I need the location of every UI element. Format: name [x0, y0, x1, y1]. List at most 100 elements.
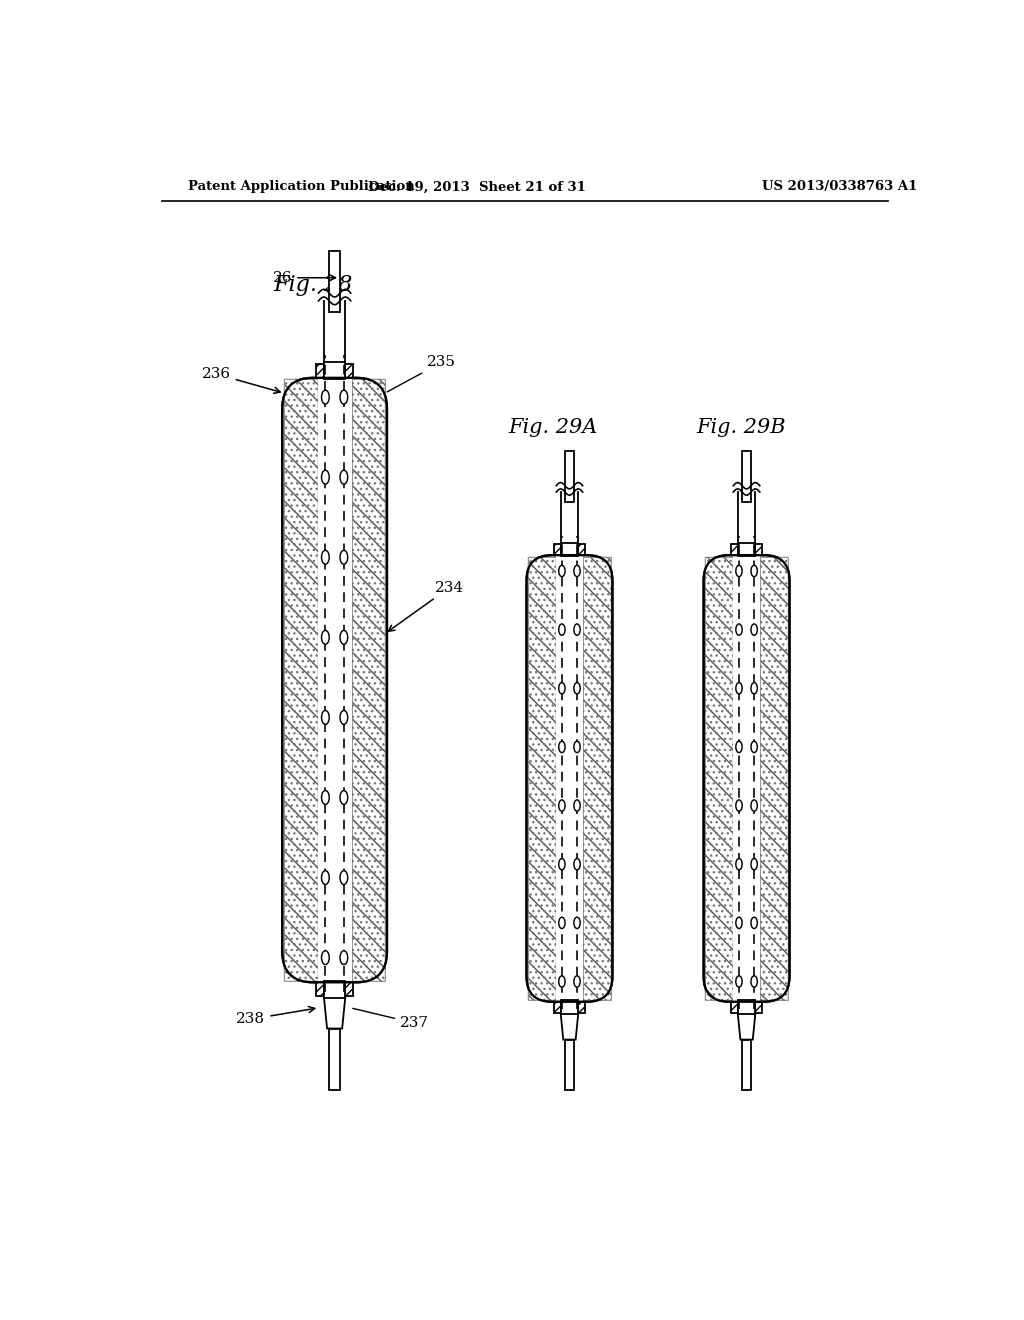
- Bar: [732, 556, 761, 1002]
- Text: Patent Application Publication: Patent Application Publication: [188, 181, 415, 194]
- Bar: [706, 557, 732, 1001]
- Ellipse shape: [751, 800, 758, 812]
- Ellipse shape: [340, 950, 348, 965]
- Ellipse shape: [559, 742, 565, 752]
- Ellipse shape: [322, 950, 330, 965]
- Bar: [330, 1028, 340, 1090]
- Ellipse shape: [573, 682, 581, 694]
- Bar: [742, 451, 751, 502]
- Bar: [761, 557, 787, 1001]
- Text: 234: 234: [388, 581, 464, 631]
- Text: Dec. 19, 2013  Sheet 21 of 31: Dec. 19, 2013 Sheet 21 of 31: [368, 181, 586, 194]
- Ellipse shape: [573, 800, 581, 812]
- Ellipse shape: [751, 624, 758, 635]
- Bar: [556, 556, 584, 1002]
- Ellipse shape: [559, 800, 565, 812]
- Bar: [565, 1040, 573, 1090]
- Ellipse shape: [736, 917, 742, 928]
- Text: Fig. 29A: Fig. 29A: [508, 418, 597, 437]
- Bar: [756, 1002, 762, 1012]
- Ellipse shape: [573, 858, 581, 870]
- Ellipse shape: [751, 682, 758, 694]
- Ellipse shape: [751, 742, 758, 752]
- Ellipse shape: [573, 624, 581, 635]
- Ellipse shape: [751, 858, 758, 870]
- Ellipse shape: [340, 391, 348, 404]
- Polygon shape: [560, 1012, 579, 1040]
- Text: 26: 26: [272, 271, 336, 285]
- Ellipse shape: [559, 975, 565, 987]
- Ellipse shape: [736, 858, 742, 870]
- Ellipse shape: [559, 917, 565, 928]
- Polygon shape: [324, 997, 345, 1028]
- Text: 235: 235: [387, 355, 456, 392]
- FancyBboxPatch shape: [283, 378, 387, 982]
- Bar: [584, 557, 611, 1001]
- Text: Fig. 29B: Fig. 29B: [696, 418, 786, 437]
- FancyBboxPatch shape: [526, 556, 612, 1002]
- Bar: [761, 557, 787, 1001]
- Ellipse shape: [340, 550, 348, 564]
- Ellipse shape: [751, 975, 758, 987]
- Ellipse shape: [736, 624, 742, 635]
- Ellipse shape: [736, 975, 742, 987]
- Polygon shape: [737, 1012, 756, 1040]
- Bar: [528, 557, 556, 1001]
- Ellipse shape: [736, 565, 742, 577]
- Bar: [737, 1001, 756, 1014]
- Ellipse shape: [340, 871, 348, 884]
- Bar: [284, 379, 317, 981]
- Bar: [560, 543, 579, 557]
- Bar: [731, 544, 737, 556]
- Ellipse shape: [340, 710, 348, 725]
- Ellipse shape: [322, 631, 330, 644]
- Text: 237: 237: [352, 1008, 429, 1030]
- Bar: [706, 557, 732, 1001]
- Ellipse shape: [340, 791, 348, 804]
- Ellipse shape: [322, 791, 330, 804]
- Ellipse shape: [559, 565, 565, 577]
- Text: US 2013/0338763 A1: US 2013/0338763 A1: [762, 181, 918, 194]
- Bar: [554, 1002, 560, 1012]
- Ellipse shape: [340, 470, 348, 484]
- Ellipse shape: [559, 858, 565, 870]
- FancyBboxPatch shape: [703, 556, 790, 1002]
- Ellipse shape: [322, 871, 330, 884]
- Text: Fig. 28: Fig. 28: [273, 275, 352, 297]
- Ellipse shape: [736, 800, 742, 812]
- Ellipse shape: [573, 917, 581, 928]
- Ellipse shape: [736, 682, 742, 694]
- Ellipse shape: [559, 682, 565, 694]
- Ellipse shape: [736, 742, 742, 752]
- Bar: [579, 1002, 585, 1012]
- Text: 238: 238: [237, 1006, 314, 1026]
- Ellipse shape: [322, 470, 330, 484]
- Bar: [330, 251, 340, 313]
- Ellipse shape: [322, 710, 330, 725]
- Bar: [579, 544, 585, 556]
- Bar: [737, 543, 756, 557]
- Ellipse shape: [751, 565, 758, 577]
- Ellipse shape: [573, 975, 581, 987]
- Bar: [731, 1002, 737, 1012]
- Bar: [528, 557, 556, 1001]
- Bar: [317, 378, 351, 982]
- Bar: [351, 379, 385, 981]
- Text: 236: 236: [202, 367, 281, 393]
- Bar: [284, 379, 317, 981]
- Bar: [560, 1001, 579, 1014]
- Ellipse shape: [322, 550, 330, 564]
- Bar: [351, 379, 385, 981]
- Ellipse shape: [340, 631, 348, 644]
- Bar: [554, 544, 560, 556]
- Ellipse shape: [573, 565, 581, 577]
- Bar: [742, 1040, 751, 1090]
- Bar: [756, 544, 762, 556]
- Ellipse shape: [322, 391, 330, 404]
- Ellipse shape: [559, 624, 565, 635]
- Bar: [316, 982, 324, 997]
- Bar: [584, 557, 611, 1001]
- Bar: [316, 364, 324, 378]
- Bar: [345, 364, 353, 378]
- Bar: [324, 363, 345, 379]
